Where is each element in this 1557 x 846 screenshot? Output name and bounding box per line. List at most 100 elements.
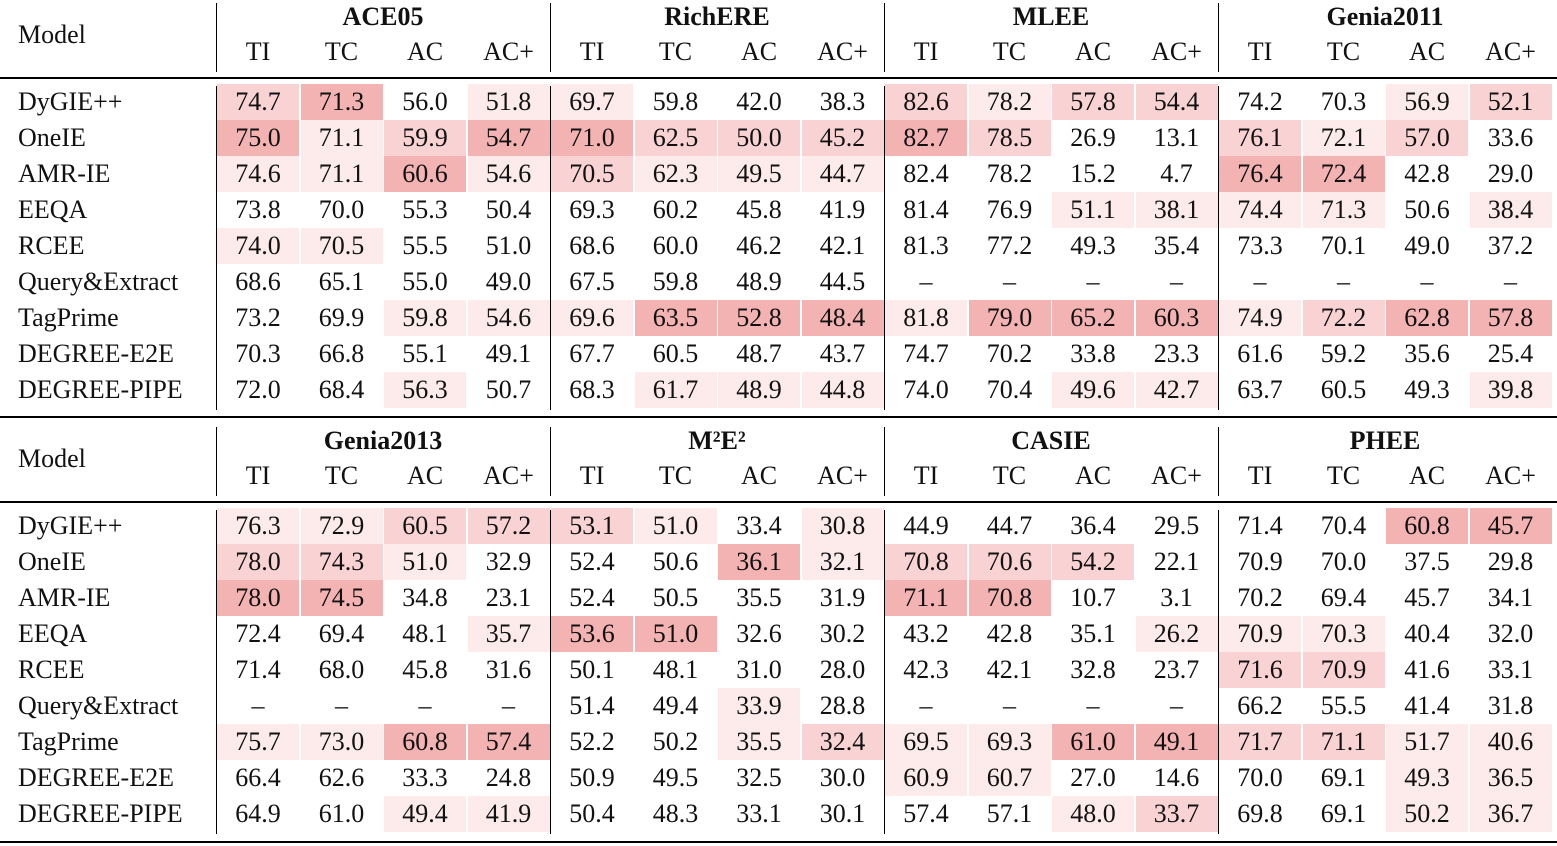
column-header: TC	[658, 37, 693, 66]
cell: 33.1	[736, 799, 782, 828]
cell: 56.0	[402, 87, 448, 116]
cell: 42.8	[986, 619, 1033, 648]
cell: 60.6	[402, 159, 448, 188]
cell-shade	[1469, 84, 1552, 120]
cell: 32.5	[736, 763, 782, 792]
cell: 62.6	[318, 763, 365, 792]
cell: 67.5	[569, 267, 615, 296]
cell-shade	[1469, 300, 1552, 336]
cell-shade	[634, 300, 717, 336]
cell: 49.3	[1404, 375, 1450, 404]
cell-shade	[634, 372, 717, 408]
cell: 48.9	[736, 375, 782, 404]
cell: 51.0	[652, 511, 699, 540]
model-name: DEGREE-PIPE	[18, 799, 183, 828]
column-header: TI	[1247, 461, 1273, 490]
column-header: AC+	[817, 37, 868, 66]
cell: 32.4	[819, 727, 866, 756]
cell-shade	[384, 796, 466, 832]
cell-shade	[1135, 796, 1218, 832]
cell: 48.7	[736, 339, 782, 368]
cell: 60.7	[986, 763, 1033, 792]
cell-shade	[300, 84, 383, 120]
cell: 55.1	[402, 339, 448, 368]
cell: 69.3	[569, 195, 615, 224]
cell: 70.9	[1237, 619, 1283, 648]
cell: 52.8	[736, 303, 782, 332]
column-divider	[1218, 3, 1219, 72]
column-header: AC	[740, 37, 778, 66]
cell: 35.6	[1404, 339, 1450, 368]
cell: 70.0	[1237, 763, 1283, 792]
cell-shade	[551, 120, 633, 156]
cell: 70.6	[986, 547, 1033, 576]
cell: 74.5	[318, 583, 365, 612]
cell-shade	[718, 688, 800, 724]
cell: 35.7	[485, 619, 532, 648]
cell: 49.3	[1404, 763, 1450, 792]
cell: 49.0	[485, 267, 532, 296]
cell-shade	[467, 616, 550, 652]
cell-shade	[551, 616, 633, 652]
cell: 35.4	[1153, 231, 1200, 260]
cell-shade	[1219, 724, 1301, 760]
cell: 71.3	[1320, 195, 1367, 224]
cell: 71.0	[569, 123, 615, 152]
cell: 41.9	[485, 799, 532, 828]
cell-shade	[1302, 156, 1385, 192]
cell: 72.4	[1320, 159, 1367, 188]
cell-shade	[885, 724, 967, 760]
cell: 46.2	[736, 231, 782, 260]
cell: 50.6	[1404, 195, 1450, 224]
model-name: RCEE	[18, 231, 85, 260]
cell: –	[335, 691, 348, 720]
cell: 82.6	[903, 87, 949, 116]
cell: 69.4	[1320, 583, 1367, 612]
cell: 70.4	[986, 375, 1033, 404]
cell: 14.6	[1153, 763, 1200, 792]
cell-shade	[1219, 192, 1301, 228]
cell: 44.7	[986, 511, 1033, 540]
cell-shade	[1052, 372, 1134, 408]
cell: 35.5	[736, 583, 782, 612]
column-header: TI	[245, 37, 271, 66]
cell: 45.8	[402, 655, 448, 684]
cell-shade	[217, 120, 299, 156]
cell: 42.7	[1153, 375, 1200, 404]
cell: 74.0	[235, 231, 281, 260]
cell-shade	[300, 228, 383, 264]
cell: 70.2	[986, 339, 1033, 368]
cell: 76.3	[235, 511, 281, 540]
cell: 3.1	[1160, 583, 1193, 612]
cell: 72.1	[1320, 123, 1367, 152]
cell: 66.8	[318, 339, 365, 368]
cell: 36.4	[1070, 511, 1116, 540]
cell: 57.4	[485, 727, 532, 756]
cell: 44.5	[819, 267, 866, 296]
cell-shade	[384, 508, 466, 544]
cell: 63.5	[652, 303, 699, 332]
cell: 44.7	[819, 159, 866, 188]
cell-shade	[300, 724, 383, 760]
cell: 73.3	[1237, 231, 1283, 260]
cell: 40.4	[1404, 619, 1450, 648]
cell: 32.9	[485, 547, 532, 576]
cell: 55.0	[402, 267, 448, 296]
cell: 36.5	[1487, 763, 1534, 792]
cell-shade	[1052, 192, 1134, 228]
cell: 70.1	[1320, 231, 1367, 260]
cell: 71.7	[1237, 727, 1283, 756]
cell: 51.0	[485, 231, 532, 260]
cell-shade	[718, 372, 800, 408]
cell: 74.9	[1237, 303, 1283, 332]
cell-shade	[1302, 652, 1385, 688]
cell: 59.8	[652, 267, 699, 296]
cell: 49.4	[652, 691, 699, 720]
cell-shade	[467, 120, 550, 156]
cell-shade	[467, 508, 550, 544]
group-header: PHEE	[1349, 426, 1421, 455]
cell: 45.2	[819, 123, 866, 152]
cell: 45.7	[1404, 583, 1450, 612]
column-divider	[1218, 510, 1219, 834]
cell: 72.9	[318, 511, 365, 540]
